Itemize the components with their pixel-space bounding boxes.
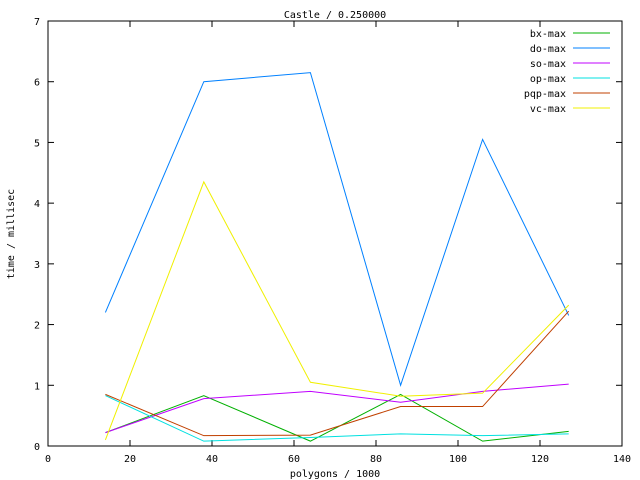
x-tick-label: 20	[124, 454, 136, 465]
y-tick-label: 5	[34, 138, 40, 149]
y-tick-label: 3	[34, 260, 40, 271]
series-line-do-max	[104, 72, 570, 387]
x-tick-label: 100	[449, 454, 467, 465]
legend-label-so-max: so-max	[530, 59, 566, 70]
x-axis-label: polygons / 1000	[290, 469, 380, 480]
legend-label-op-max: op-max	[530, 74, 566, 85]
y-tick-label: 7	[34, 17, 40, 28]
plot-frame	[47, 20, 623, 447]
legend-label-pqp-max: pqp-max	[524, 89, 566, 100]
x-tick-label: 120	[531, 454, 549, 465]
y-tick-label: 1	[34, 381, 40, 392]
x-tick-label: 80	[370, 454, 382, 465]
series-line-op-max	[105, 395, 569, 442]
x-tick-label: 40	[206, 454, 218, 465]
y-tick-label: 4	[34, 199, 40, 210]
legend-label-vc-max: vc-max	[530, 104, 566, 115]
series-line-bx-max	[105, 393, 569, 442]
series-line-so-max	[105, 383, 569, 434]
legend-label-do-max: do-max	[530, 44, 566, 55]
chart-title: Castle / 0.250000	[284, 10, 386, 21]
y-axis-label: time / millisec	[6, 189, 17, 279]
x-tick-label: 140	[613, 454, 631, 465]
series-line-pqp-max	[105, 310, 570, 437]
legend-label-bx-max: bx-max	[530, 29, 566, 40]
y-tick-label: 6	[34, 78, 40, 89]
y-tick-label: 0	[34, 442, 40, 453]
x-tick-label: 60	[288, 454, 300, 465]
x-tick-label: 0	[45, 454, 51, 465]
y-tick-label: 2	[34, 321, 40, 332]
series-line-vc-max	[104, 180, 570, 441]
